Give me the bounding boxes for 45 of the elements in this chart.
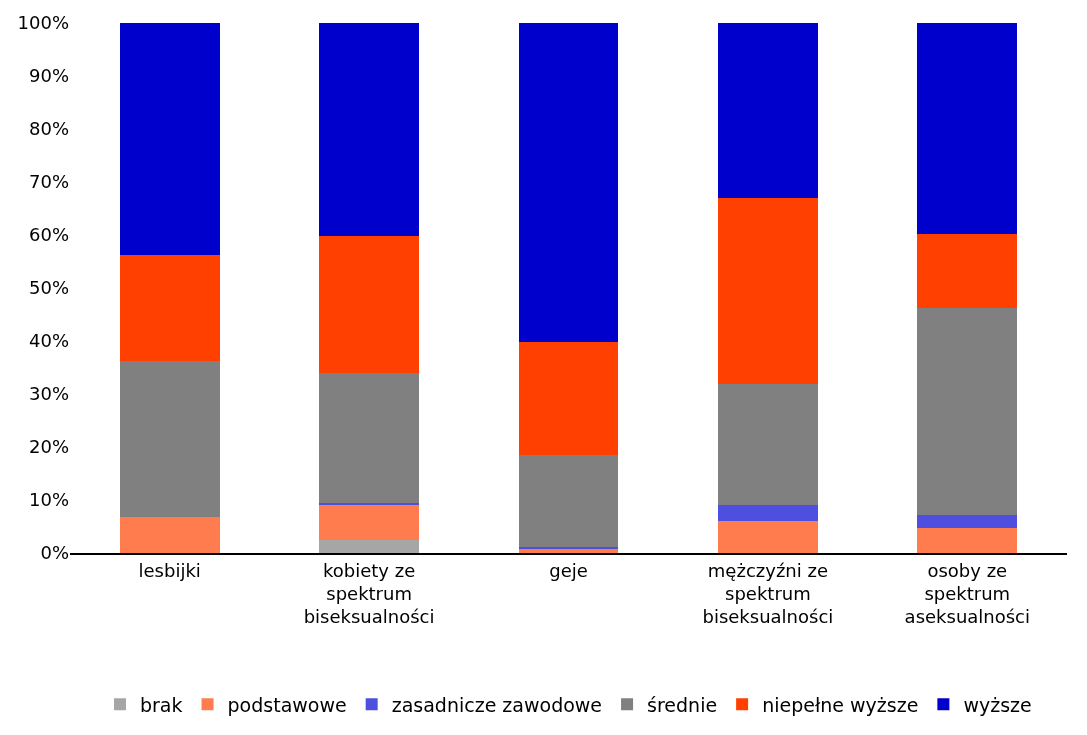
bar (119, 23, 220, 256)
y-tick-label: 70% (28, 171, 69, 193)
y-tick-label: 10% (28, 489, 69, 511)
y-tick-label: 60% (28, 224, 69, 246)
legend-label: podstawowe (227, 693, 347, 716)
bar (119, 255, 220, 361)
bar (518, 23, 619, 342)
y-tick-label: 20% (28, 436, 69, 458)
bar (718, 520, 818, 553)
x-tick-label: osoby ze spektrum aseksualności (904, 559, 1031, 628)
bar (718, 505, 818, 521)
legend-label: brak (140, 693, 183, 716)
bar (319, 502, 419, 505)
legend-label: średnie (647, 693, 718, 716)
legend-label: zasadnicze zawodowe (391, 693, 603, 716)
bar (119, 517, 220, 553)
bar (319, 504, 419, 540)
bar (917, 308, 1018, 516)
y-tick-label: 0% (40, 542, 69, 564)
bar (917, 234, 1018, 309)
x-tick-label: kobiety ze spektrum biseksualności (303, 559, 435, 628)
legend-label: niepełne wyższe (762, 693, 919, 716)
bar (718, 23, 818, 198)
x-tick-label: lesbijki (138, 559, 201, 581)
bar (718, 384, 818, 506)
y-tick-label: 40% (28, 330, 69, 352)
bar (718, 197, 818, 385)
y-tick-label: 30% (28, 383, 69, 405)
bar (917, 23, 1018, 235)
y-tick-label: 100% (17, 12, 69, 34)
x-tick-label: mężczyźni ze spektrum biseksualności (702, 559, 834, 628)
y-tick-label: 50% (28, 277, 69, 299)
bar (119, 360, 220, 518)
bar (319, 236, 419, 374)
y-tick-label: 80% (28, 118, 69, 140)
bar (319, 539, 419, 553)
bar (319, 373, 419, 503)
bar (917, 515, 1018, 529)
y-tick-label: 90% (28, 65, 69, 87)
bar (518, 455, 619, 547)
bar (518, 341, 619, 456)
x-tick-label: geje (549, 559, 588, 581)
bar (319, 23, 419, 237)
bar (917, 528, 1018, 553)
legend-label: wyższe (963, 693, 1032, 716)
